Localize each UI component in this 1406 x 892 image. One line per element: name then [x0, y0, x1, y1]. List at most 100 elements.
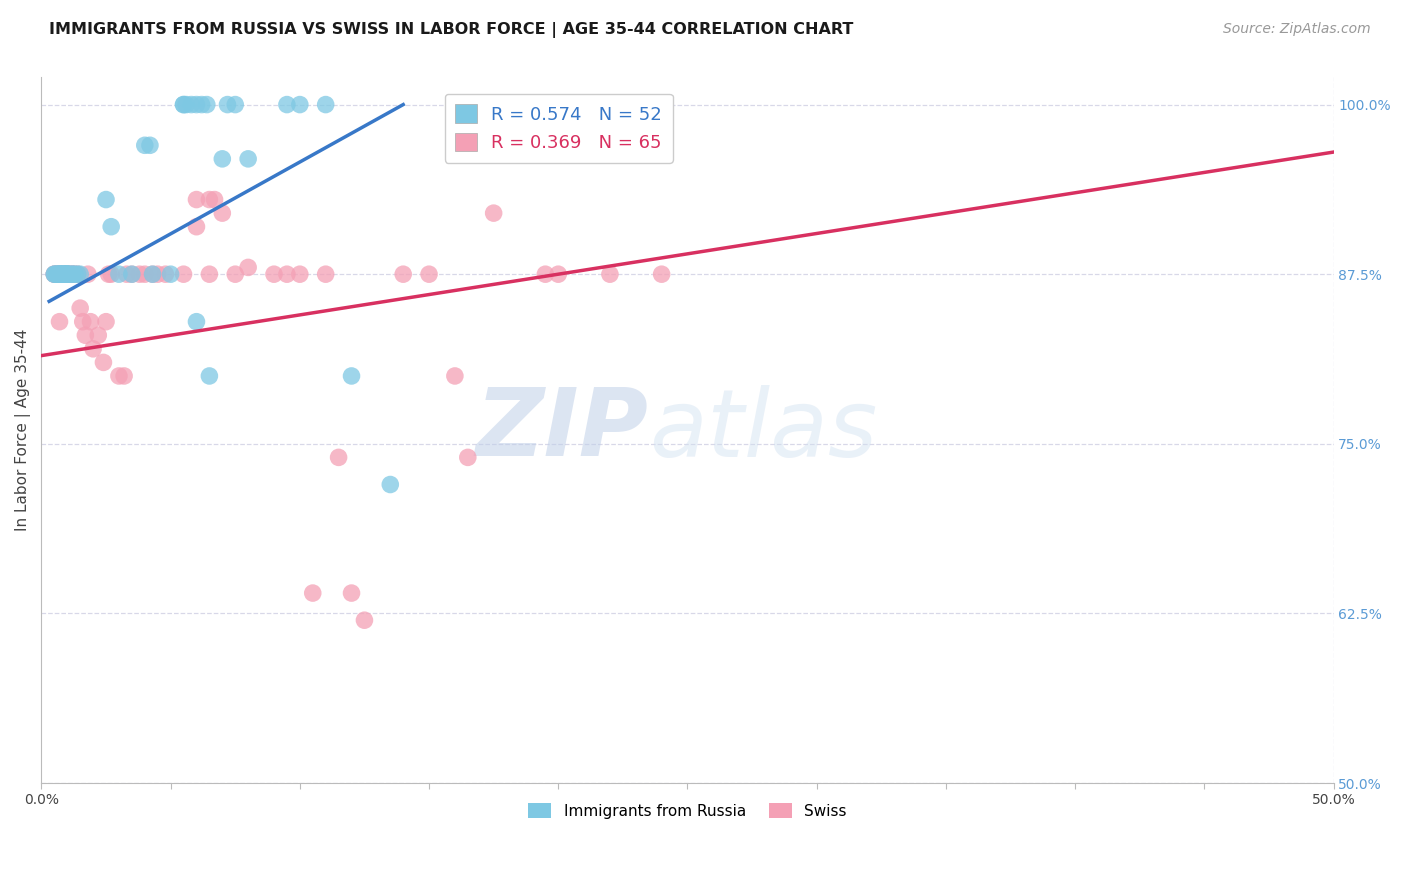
Point — [134, 138, 156, 153]
Point — [108, 368, 131, 383]
Point — [56, 267, 79, 281]
Point — [48, 267, 70, 281]
Point — [77, 267, 100, 281]
Point — [190, 97, 212, 112]
Point — [56, 267, 79, 281]
Point — [651, 267, 673, 281]
Point — [79, 315, 101, 329]
Point — [315, 97, 337, 112]
Point — [174, 97, 197, 112]
Point — [340, 368, 363, 383]
Text: atlas: atlas — [648, 384, 877, 475]
Point — [48, 267, 70, 281]
Point — [51, 267, 73, 281]
Point — [211, 152, 233, 166]
Point — [53, 267, 76, 281]
Point — [45, 267, 67, 281]
Point — [53, 267, 76, 281]
Point — [66, 267, 89, 281]
Text: IMMIGRANTS FROM RUSSIA VS SWISS IN LABOR FORCE | AGE 35-44 CORRELATION CHART: IMMIGRANTS FROM RUSSIA VS SWISS IN LABOR… — [49, 22, 853, 38]
Point — [62, 267, 84, 281]
Point — [48, 267, 70, 281]
Text: ZIP: ZIP — [475, 384, 648, 476]
Point — [263, 267, 285, 281]
Point — [51, 267, 73, 281]
Point — [173, 267, 195, 281]
Point — [217, 97, 239, 112]
Point — [276, 97, 298, 112]
Point — [224, 267, 246, 281]
Point — [115, 267, 138, 281]
Point — [66, 267, 89, 281]
Point — [204, 193, 226, 207]
Point — [93, 355, 115, 369]
Point — [159, 267, 181, 281]
Point — [186, 97, 208, 112]
Point — [45, 267, 67, 281]
Point — [112, 368, 135, 383]
Point — [141, 267, 163, 281]
Point — [44, 267, 66, 281]
Point — [44, 267, 66, 281]
Point — [186, 193, 208, 207]
Point — [51, 267, 73, 281]
Point — [139, 138, 162, 153]
Point — [63, 267, 86, 281]
Point — [69, 301, 91, 315]
Point — [56, 267, 79, 281]
Point — [198, 267, 221, 281]
Point — [48, 267, 70, 281]
Point — [59, 267, 82, 281]
Point — [72, 315, 94, 329]
Point — [236, 152, 259, 166]
Point — [173, 97, 195, 112]
Point — [141, 267, 163, 281]
Point — [155, 267, 177, 281]
Point — [198, 368, 221, 383]
Point — [180, 97, 202, 112]
Y-axis label: In Labor Force | Age 35-44: In Labor Force | Age 35-44 — [15, 329, 31, 532]
Text: Source: ZipAtlas.com: Source: ZipAtlas.com — [1223, 22, 1371, 37]
Point — [51, 267, 73, 281]
Point — [128, 267, 150, 281]
Point — [224, 97, 246, 112]
Point — [56, 267, 79, 281]
Point — [146, 267, 169, 281]
Point — [108, 267, 131, 281]
Point — [51, 267, 73, 281]
Point — [482, 206, 505, 220]
Point — [380, 477, 402, 491]
Point — [59, 267, 82, 281]
Point — [45, 267, 67, 281]
Point — [198, 193, 221, 207]
Legend: Immigrants from Russia, Swiss: Immigrants from Russia, Swiss — [523, 797, 852, 825]
Point — [236, 260, 259, 275]
Point — [392, 267, 415, 281]
Point — [288, 97, 311, 112]
Point — [328, 450, 350, 465]
Point — [211, 206, 233, 220]
Point — [97, 267, 120, 281]
Point — [444, 368, 467, 383]
Point — [82, 342, 104, 356]
Point — [100, 267, 122, 281]
Point — [288, 267, 311, 281]
Point — [53, 267, 76, 281]
Point — [173, 97, 195, 112]
Point — [56, 267, 79, 281]
Point — [121, 267, 143, 281]
Point — [56, 267, 79, 281]
Point — [44, 267, 66, 281]
Point — [53, 267, 76, 281]
Point — [48, 267, 70, 281]
Point — [48, 315, 70, 329]
Point — [353, 613, 375, 627]
Point — [276, 267, 298, 281]
Point — [457, 450, 479, 465]
Point — [418, 267, 440, 281]
Point — [63, 267, 86, 281]
Point — [186, 315, 208, 329]
Point — [94, 315, 117, 329]
Point — [87, 328, 110, 343]
Point — [44, 267, 66, 281]
